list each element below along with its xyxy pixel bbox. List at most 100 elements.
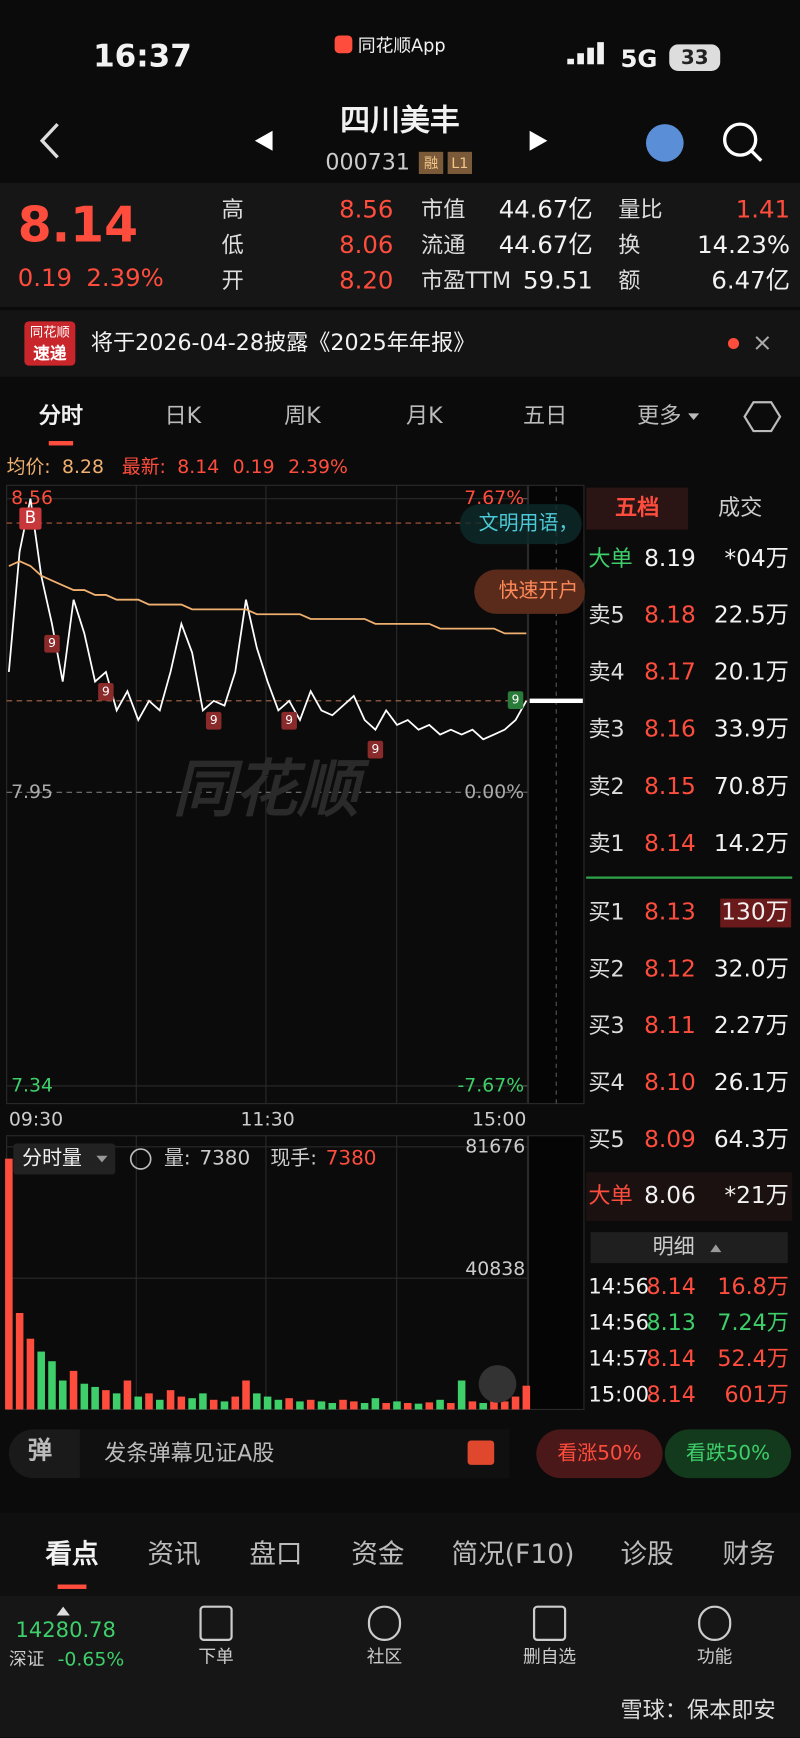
- overlay-text: 文明用语，: [479, 511, 579, 535]
- volume-bar: [500, 1401, 509, 1410]
- dropdown-icon: [96, 1155, 108, 1163]
- vote-down[interactable]: [664, 1429, 792, 1479]
- volume-label-bg[interactable]: [13, 1143, 116, 1175]
- volume-bar: [199, 1393, 207, 1410]
- gift-icon: [467, 1440, 495, 1465]
- after-hours-vol: [527, 1135, 585, 1410]
- stat-label: 市值: [421, 197, 465, 223]
- trade-time: 14:57: [588, 1345, 649, 1370]
- signal-marker: [19, 507, 42, 530]
- trade-volume: 16.8万: [717, 1274, 789, 1300]
- stock-tag: 融: [424, 155, 438, 172]
- danmaku-input[interactable]: [79, 1429, 510, 1479]
- stat-value: 8.06: [339, 230, 393, 259]
- ob-tab: 五档: [615, 495, 659, 521]
- big-sell-price: 8.19: [644, 545, 696, 572]
- sell-label: 卖2: [588, 774, 624, 800]
- expand-btn[interactable]: [478, 1365, 517, 1403]
- volume-bar: [328, 1403, 337, 1410]
- buy-volume: 64.3万: [714, 1126, 789, 1153]
- legend-label: 最新:: [122, 456, 166, 478]
- prev-icon[interactable]: [254, 130, 273, 151]
- dropdown-icon: [688, 413, 700, 420]
- signal-bar: [587, 47, 594, 65]
- buy-label: 买2: [588, 956, 624, 982]
- index-arrow: [56, 1606, 70, 1616]
- sell-label: 卖5: [588, 603, 624, 629]
- sell-volume: 14.2万: [714, 830, 789, 857]
- settings-icon[interactable]: [743, 401, 782, 433]
- volume-text: 7380: [199, 1146, 250, 1170]
- overlay-text: 快速开户: [499, 578, 579, 602]
- signal-marker: [367, 740, 384, 759]
- app-icon: [334, 35, 353, 54]
- ob-tab-bg: [586, 487, 689, 530]
- latest-marker: [529, 698, 583, 704]
- nav-label: 社区: [367, 1647, 402, 1668]
- buy-price: 8.09: [644, 1126, 696, 1153]
- trade-price: 8.13: [647, 1310, 696, 1336]
- next-icon[interactable]: [529, 130, 548, 151]
- nav-icon[interactable]: [532, 1605, 567, 1642]
- sell-label: 卖1: [588, 831, 624, 857]
- sell-price: 8.17: [644, 659, 696, 686]
- sell-price: 8.16: [644, 716, 696, 743]
- signal-label: 9: [210, 713, 218, 727]
- notice-bg: [0, 310, 800, 377]
- trade-time: 15:00: [588, 1381, 649, 1406]
- robot-icon[interactable]: [645, 124, 684, 162]
- badge-bg: [24, 321, 76, 366]
- watermark: 同花顺: [173, 752, 370, 825]
- signal-label: 9: [372, 742, 380, 756]
- nav-icon[interactable]: [698, 1605, 732, 1642]
- volume-bar: [436, 1399, 444, 1410]
- buy-price: 8.13: [644, 899, 696, 926]
- detail-bg[interactable]: [590, 1232, 788, 1264]
- sell-volume: 70.8万: [714, 773, 789, 800]
- status-app: 同花顺App: [358, 36, 446, 57]
- nav-icon[interactable]: [199, 1605, 233, 1642]
- buy-label: 买4: [588, 1070, 624, 1096]
- trade-volume: 7.24万: [717, 1310, 789, 1336]
- buy-price: 8.10: [644, 1069, 696, 1096]
- back-icon[interactable]: [39, 122, 59, 159]
- info-tab: 简况(F10): [452, 1539, 575, 1570]
- volume-label: 分时量: [22, 1146, 82, 1170]
- index-pct: -0.65%: [58, 1649, 125, 1670]
- overlay-bg[interactable]: [474, 569, 586, 614]
- volume-bar: [220, 1401, 229, 1410]
- tag-bg: [447, 151, 473, 174]
- volume-bar: [468, 1401, 477, 1410]
- vote-up[interactable]: [536, 1429, 663, 1479]
- last-price: 8.14: [18, 197, 138, 253]
- danmaku-icon: 弹: [28, 1436, 52, 1465]
- volume-bar: [134, 1396, 143, 1410]
- help-icon[interactable]: [129, 1148, 152, 1170]
- volume-bar: [274, 1399, 283, 1410]
- info-tab-underline: [57, 1584, 87, 1589]
- sell-price: 8.15: [644, 773, 696, 800]
- nav-icon[interactable]: [367, 1605, 402, 1642]
- buy-label: 买1: [588, 900, 624, 926]
- y2-tick-label: 7.67%: [464, 488, 524, 509]
- close-icon[interactable]: ×: [752, 328, 772, 357]
- volume-bar: [48, 1361, 56, 1410]
- info-tab: 看点: [45, 1539, 98, 1570]
- index-name: 深证: [9, 1649, 45, 1670]
- volume-bar: [188, 1398, 196, 1410]
- volume-bar: [26, 1338, 35, 1410]
- stat-label: 低: [222, 233, 244, 259]
- stat-label: 市盈TTM: [421, 268, 511, 294]
- sell-label: 卖4: [588, 660, 624, 686]
- search-icon[interactable]: [722, 122, 758, 157]
- big-buy-label: 大单: [588, 1183, 632, 1209]
- stat-label: 换: [618, 233, 640, 259]
- notice-text: 将于2026-04-28披露《2025年年报》: [91, 330, 476, 356]
- big-sell-volume: *04万: [724, 545, 788, 572]
- volume-bar: [5, 1158, 13, 1410]
- stat-label: 流通: [421, 233, 465, 259]
- trade-time: 14:56: [588, 1274, 649, 1299]
- volume-bar: [350, 1401, 358, 1410]
- index-value: 14280.78: [16, 1617, 116, 1642]
